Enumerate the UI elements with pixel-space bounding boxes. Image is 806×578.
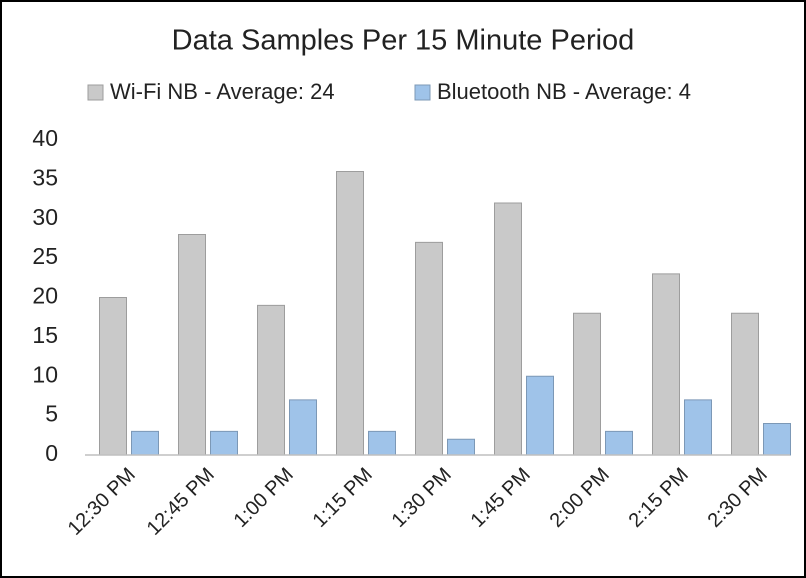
bar xyxy=(684,399,712,456)
y-tick-label: 5 xyxy=(45,401,58,427)
y-tick-label: 35 xyxy=(32,164,58,190)
bar xyxy=(494,202,522,456)
bar xyxy=(763,423,791,456)
y-tick-label: 25 xyxy=(32,243,58,269)
legend-label: Bluetooth NB - Average: 4 xyxy=(437,79,691,104)
chart-title: Data Samples Per 15 Minute Period xyxy=(172,25,635,57)
bar xyxy=(289,399,317,456)
bar xyxy=(99,297,127,456)
bar xyxy=(447,438,475,456)
bar xyxy=(178,234,206,456)
bar xyxy=(605,430,633,456)
y-tick-label: 15 xyxy=(32,322,58,348)
y-tick-label: 40 xyxy=(32,125,58,151)
bar xyxy=(526,375,554,456)
y-tick-label: 20 xyxy=(32,283,58,309)
bar xyxy=(415,241,443,456)
legend-swatch xyxy=(87,84,104,101)
bar xyxy=(731,312,759,456)
bar xyxy=(257,304,285,456)
bar xyxy=(131,430,159,456)
y-tick-label: 0 xyxy=(45,440,58,466)
y-tick-label: 10 xyxy=(32,361,58,387)
bar xyxy=(336,171,364,456)
legend-label: Wi-Fi NB - Average: 24 xyxy=(110,79,335,104)
bar xyxy=(652,273,680,456)
bar xyxy=(368,430,396,456)
y-tick-label: 30 xyxy=(32,204,58,230)
bar xyxy=(573,312,601,456)
bar xyxy=(210,430,238,456)
legend-swatch xyxy=(414,84,431,101)
